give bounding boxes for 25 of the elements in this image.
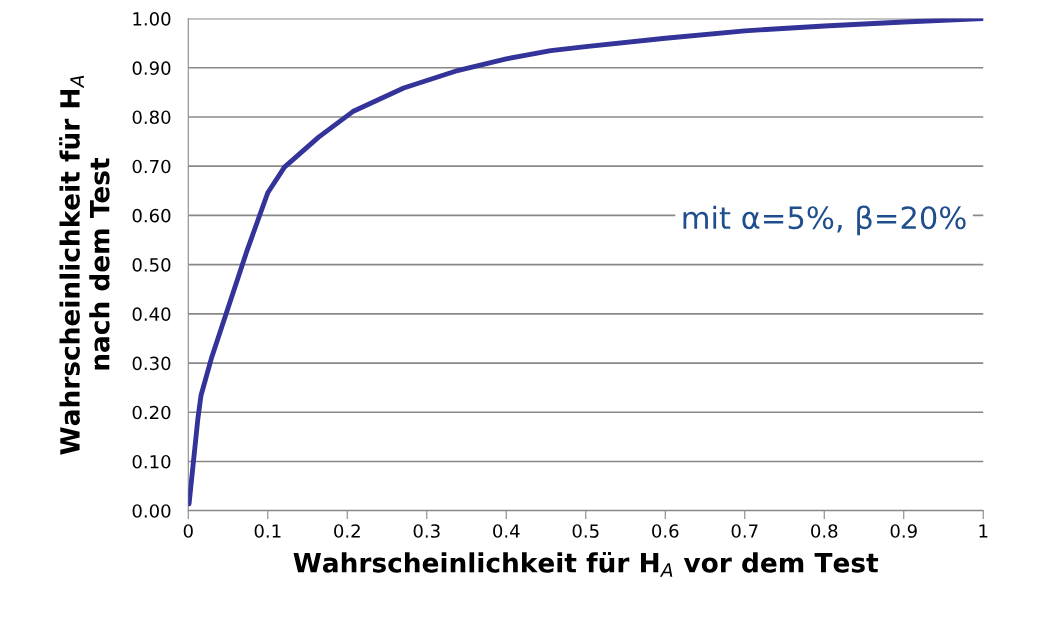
x-tick-label: 0.3 — [413, 524, 440, 538]
y-tick-label: 0.60 — [132, 208, 171, 223]
x-tick-label: 0 — [183, 524, 193, 538]
y-tick-label: 0.00 — [132, 504, 171, 518]
text: Wahrscheinlichkeit für H$_{A}$ nach dem Test — [59, 75, 110, 455]
x-tick-label: 0.9 — [890, 524, 917, 538]
y-tick-label: 0.80 — [132, 110, 171, 125]
y-tick-label: 0.50 — [132, 258, 171, 272]
y-tick-label: 0.30 — [132, 356, 171, 371]
x-tick-label: 0.1 — [254, 524, 281, 538]
y-tick-label: 1.00 — [133, 12, 171, 26]
x-tick-label: 0.4 — [493, 524, 520, 538]
y-tick-label: 0.90 — [132, 61, 171, 75]
x-tick-label: 1 — [979, 524, 988, 538]
y-tick-label: 0.10 — [132, 454, 171, 469]
y-tick-label: 0.20 — [132, 405, 171, 420]
x-tick-label: 0.6 — [652, 524, 679, 538]
x-axis-title: Wahrscheinlichkeit für H$_{A}$ vor dem Test — [293, 551, 879, 577]
annotation: mit α=5%, β=20% — [683, 205, 966, 236]
y-tick-label: 0.70 — [132, 159, 171, 174]
x-tick-label: 0.5 — [572, 524, 599, 538]
x-tick-label: 0.8 — [811, 524, 838, 538]
x-tick-label: 0.2 — [334, 524, 360, 538]
x-tick-label: 0.7 — [731, 524, 758, 538]
y-tick-label: 0.40 — [132, 307, 171, 321]
